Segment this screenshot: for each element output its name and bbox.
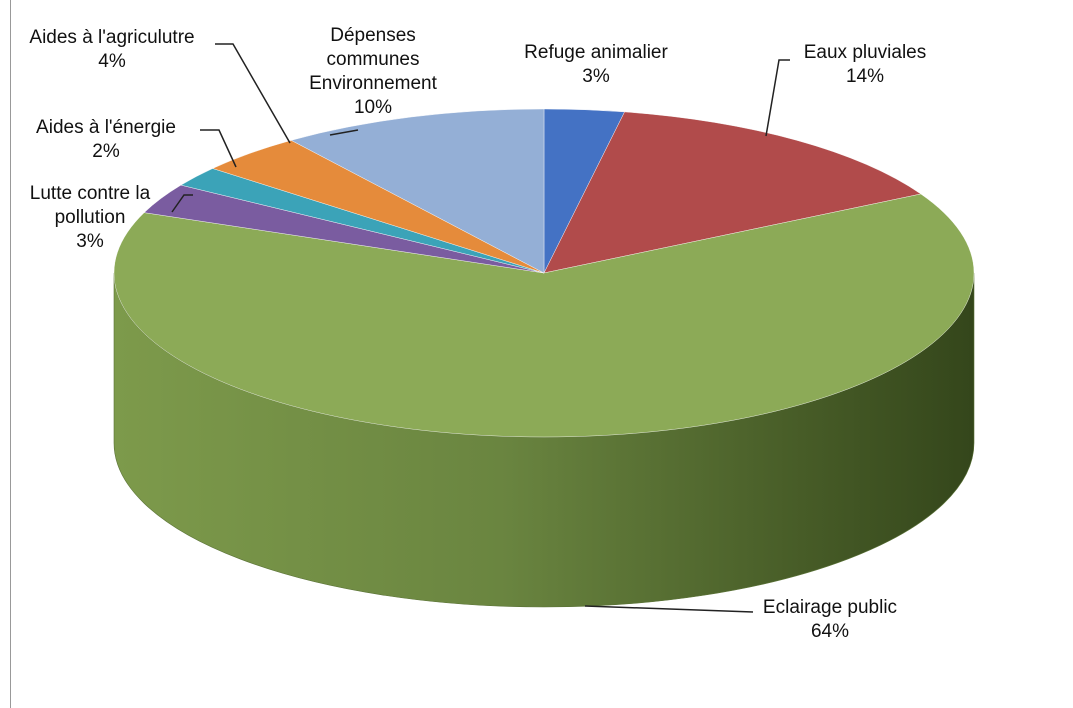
- data-label-pct: 3%: [582, 66, 610, 87]
- data-label-text: communes: [327, 49, 420, 70]
- leader-line-depenses-communes-environnement: [329, 129, 359, 136]
- data-label-pct: 2%: [92, 141, 120, 162]
- data-label-text: Eclairage public: [763, 597, 897, 618]
- data-label-pct: 10%: [354, 97, 392, 118]
- leader-line-lutte-contre-la-pollution: [171, 194, 193, 213]
- data-label-eclairage-public: Eclairage public 64%: [763, 597, 897, 642]
- pie-slice-eclairage-public: [113, 193, 975, 438]
- leader-line-aides-a-l-agriculutre: [215, 43, 291, 144]
- pie-slice-eaux-pluviales: [543, 111, 922, 274]
- data-label-text: pollution: [55, 207, 126, 228]
- data-label-lutte-contre-la-pollution: Lutte contre la pollution 3%: [30, 183, 151, 252]
- data-label-aides-a-l-energie: Aides à l'énergie 2%: [36, 117, 176, 162]
- data-label-text: Refuge animalier: [524, 42, 668, 63]
- data-label-text: Lutte contre la: [30, 183, 151, 204]
- data-label-eaux-pluviales: Eaux pluviales 14%: [804, 42, 927, 87]
- data-label-pct: 64%: [811, 621, 849, 642]
- data-label-aides-a-l-agriculutre: Aides à l'agriculutre 4%: [29, 27, 194, 72]
- data-label-pct: 3%: [76, 231, 104, 252]
- data-label-text: Eaux pluviales: [804, 42, 927, 63]
- data-label-refuge-animalier: Refuge animalier 3%: [524, 42, 668, 87]
- data-label-text: Dépenses: [330, 25, 416, 46]
- data-label-pct: 14%: [846, 66, 884, 87]
- data-label-text: Aides à l'agriculutre: [29, 27, 194, 48]
- leader-line-aides-a-l-energie: [200, 129, 237, 168]
- data-label-text: Aides à l'énergie: [36, 117, 176, 138]
- data-label-depenses-communes-environnement: Dépenses communes Environnement 10%: [309, 25, 438, 118]
- leader-line-eaux-pluviales: [765, 59, 790, 137]
- leader-line-eclairage-public: [584, 605, 754, 613]
- data-label-pct: 4%: [98, 51, 126, 72]
- data-label-text: Environnement: [309, 73, 438, 94]
